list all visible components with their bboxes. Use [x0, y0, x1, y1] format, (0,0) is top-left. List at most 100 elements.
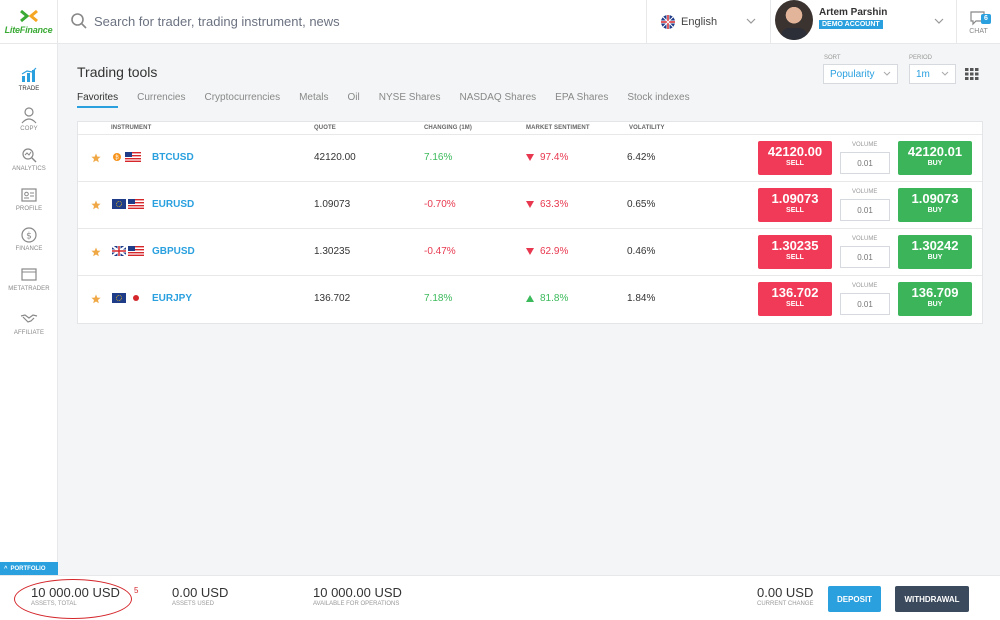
- assets-used-value: 0.00 USD: [172, 585, 229, 600]
- buy-button[interactable]: 1.30242 BUY: [898, 235, 972, 269]
- litefinance-logo[interactable]: LiteFinance: [0, 0, 58, 44]
- buy-button[interactable]: 136.709 BUY: [898, 282, 972, 316]
- favorite-star-icon[interactable]: [91, 200, 101, 210]
- column-quote: QUOTE: [314, 125, 336, 131]
- sell-button[interactable]: 42120.00 SELL: [758, 141, 832, 175]
- volume-input[interactable]: [840, 199, 890, 221]
- tab-epa-shares[interactable]: EPA Shares: [555, 92, 609, 103]
- instrument-symbol[interactable]: EURUSD: [152, 199, 195, 210]
- sidebar-item-affiliate[interactable]: AFFILIATE: [0, 310, 58, 350]
- sell-button[interactable]: 1.09073 SELL: [758, 188, 832, 222]
- sidebar-item-analytics[interactable]: ANALYTICS: [0, 146, 58, 186]
- volume-label: VOLUME: [852, 236, 878, 242]
- change-value: 7.18%: [424, 293, 453, 304]
- tab-oil[interactable]: Oil: [347, 92, 360, 103]
- favorite-star-icon[interactable]: [91, 247, 101, 257]
- chat-label: CHAT: [969, 27, 988, 35]
- sentiment-percent: 97.4%: [540, 152, 569, 163]
- analytics-icon: [22, 148, 37, 163]
- tab-stock-indexes[interactable]: Stock indexes: [627, 92, 690, 103]
- id-card-icon: [21, 188, 37, 202]
- top-bar: LiteFinance English Artem Parshin DEMO A…: [0, 0, 1000, 44]
- dollar-icon: $: [21, 227, 37, 243]
- sell-button[interactable]: 136.702 SELL: [758, 282, 832, 316]
- sidebar-item-label: COPY: [20, 126, 38, 132]
- column-market-sentiment: MARKET SENTIMENT: [526, 125, 590, 131]
- tab-nyse-shares[interactable]: NYSE Shares: [378, 92, 441, 103]
- table-row: EURUSD 1.09073 -0.70% 63.3% 0.65% 1.0907…: [78, 182, 982, 229]
- sidebar-item-copy[interactable]: COPY: [0, 106, 58, 146]
- btc-usd-flags-icon: ₿: [113, 152, 141, 162]
- person-icon: [21, 107, 37, 124]
- search-input[interactable]: [94, 10, 614, 32]
- chat-button[interactable]: 6 CHAT: [956, 0, 1000, 44]
- buy-button[interactable]: 1.09073 BUY: [898, 188, 972, 222]
- user-menu[interactable]: Artem Parshin DEMO ACCOUNT: [770, 0, 956, 44]
- user-name: Artem Parshin: [819, 7, 888, 18]
- portfolio-toggle[interactable]: ^ PORTFOLIO: [0, 562, 58, 575]
- tab-nasdaq-shares[interactable]: NASDAQ Shares: [459, 92, 537, 103]
- tab-metals[interactable]: Metals: [299, 92, 329, 103]
- withdrawal-button[interactable]: WITHDRAWAL: [895, 586, 969, 612]
- period-select[interactable]: 1m: [909, 64, 956, 84]
- chevron-down-icon: [934, 18, 944, 24]
- instrument-symbol[interactable]: EURJPY: [152, 293, 193, 304]
- buy-button[interactable]: 42120.01 BUY: [898, 141, 972, 175]
- sidebar-item-metatrader[interactable]: METATRADER: [0, 266, 58, 306]
- volume-input[interactable]: [840, 246, 890, 268]
- chevron-up-icon: ^: [4, 565, 8, 572]
- instrument-tabs: Favorites Currencies Cryptocurrencies Me…: [77, 92, 709, 108]
- available-label: AVAILABLE FOR OPERATIONS: [313, 601, 400, 607]
- change-value: -0.47%: [424, 246, 456, 257]
- sidebar-item-label: METATRADER: [8, 286, 50, 292]
- volume-input[interactable]: [840, 293, 890, 315]
- instrument-symbol[interactable]: GBPUSD: [152, 246, 195, 257]
- sentiment-value: 63.3%: [526, 199, 568, 210]
- language-selector[interactable]: English: [646, 0, 770, 44]
- quote-value: 1.30235: [314, 246, 351, 257]
- sort-value: Popularity: [830, 68, 875, 80]
- gbp-usd-flags-icon: [112, 245, 144, 257]
- current-change-label: CURRENT CHANGE: [757, 601, 814, 607]
- buy-price: 1.30242: [911, 238, 959, 253]
- chart-icon: [21, 67, 37, 82]
- highlight-ellipse: [14, 579, 132, 619]
- sell-label: SELL: [786, 160, 804, 167]
- buy-label: BUY: [927, 254, 943, 261]
- table-row: EURJPY 136.702 7.18% 81.8% 1.84% 136.702…: [78, 276, 982, 323]
- table-row: ₿ BTCUSD 42120.00 7.16% 97.4% 6.42% 4212…: [78, 135, 982, 182]
- instrument-symbol[interactable]: BTCUSD: [152, 152, 194, 163]
- buy-price: 136.709: [911, 285, 959, 300]
- sell-price: 1.09073: [771, 191, 819, 206]
- volatility-value: 0.65%: [627, 199, 656, 210]
- tab-currencies[interactable]: Currencies: [137, 92, 186, 103]
- grid-view-icon[interactable]: [965, 68, 979, 80]
- assets-total-value: 10 000.00 USD: [31, 585, 120, 600]
- search-icon[interactable]: [70, 12, 88, 30]
- buy-label: BUY: [927, 207, 943, 214]
- period-label: PERIOD: [909, 55, 933, 61]
- sidebar-item-finance[interactable]: $ FINANCE: [0, 226, 58, 266]
- sell-price: 136.702: [771, 285, 819, 300]
- tab-favorites[interactable]: Favorites: [77, 92, 119, 108]
- buy-price: 42120.01: [907, 144, 963, 159]
- sidebar-item-label: PROFILE: [15, 206, 43, 212]
- sentiment-percent: 63.3%: [540, 199, 569, 210]
- volume-label: VOLUME: [852, 142, 878, 148]
- demo-account-badge: DEMO ACCOUNT: [819, 20, 883, 29]
- favorite-star-icon[interactable]: [91, 153, 101, 163]
- sell-label: SELL: [786, 254, 804, 261]
- svg-text:$: $: [26, 232, 32, 242]
- sort-select[interactable]: Popularity: [823, 64, 898, 84]
- volume-input[interactable]: [840, 152, 890, 174]
- deposit-button[interactable]: DEPOSIT: [828, 586, 881, 612]
- column-instrument: INSTRUMENT: [111, 125, 152, 131]
- tab-cryptocurrencies[interactable]: Cryptocurrencies: [204, 92, 281, 103]
- favorite-star-icon[interactable]: [91, 294, 101, 304]
- sell-price: 1.30235: [771, 238, 819, 253]
- available-value: 10 000.00 USD: [313, 585, 402, 600]
- assets-used-label: ASSETS USED: [172, 601, 215, 607]
- sidebar-item-profile[interactable]: PROFILE: [0, 186, 58, 226]
- sell-button[interactable]: 1.30235 SELL: [758, 235, 832, 269]
- sidebar-item-trade[interactable]: TRADE: [0, 66, 58, 106]
